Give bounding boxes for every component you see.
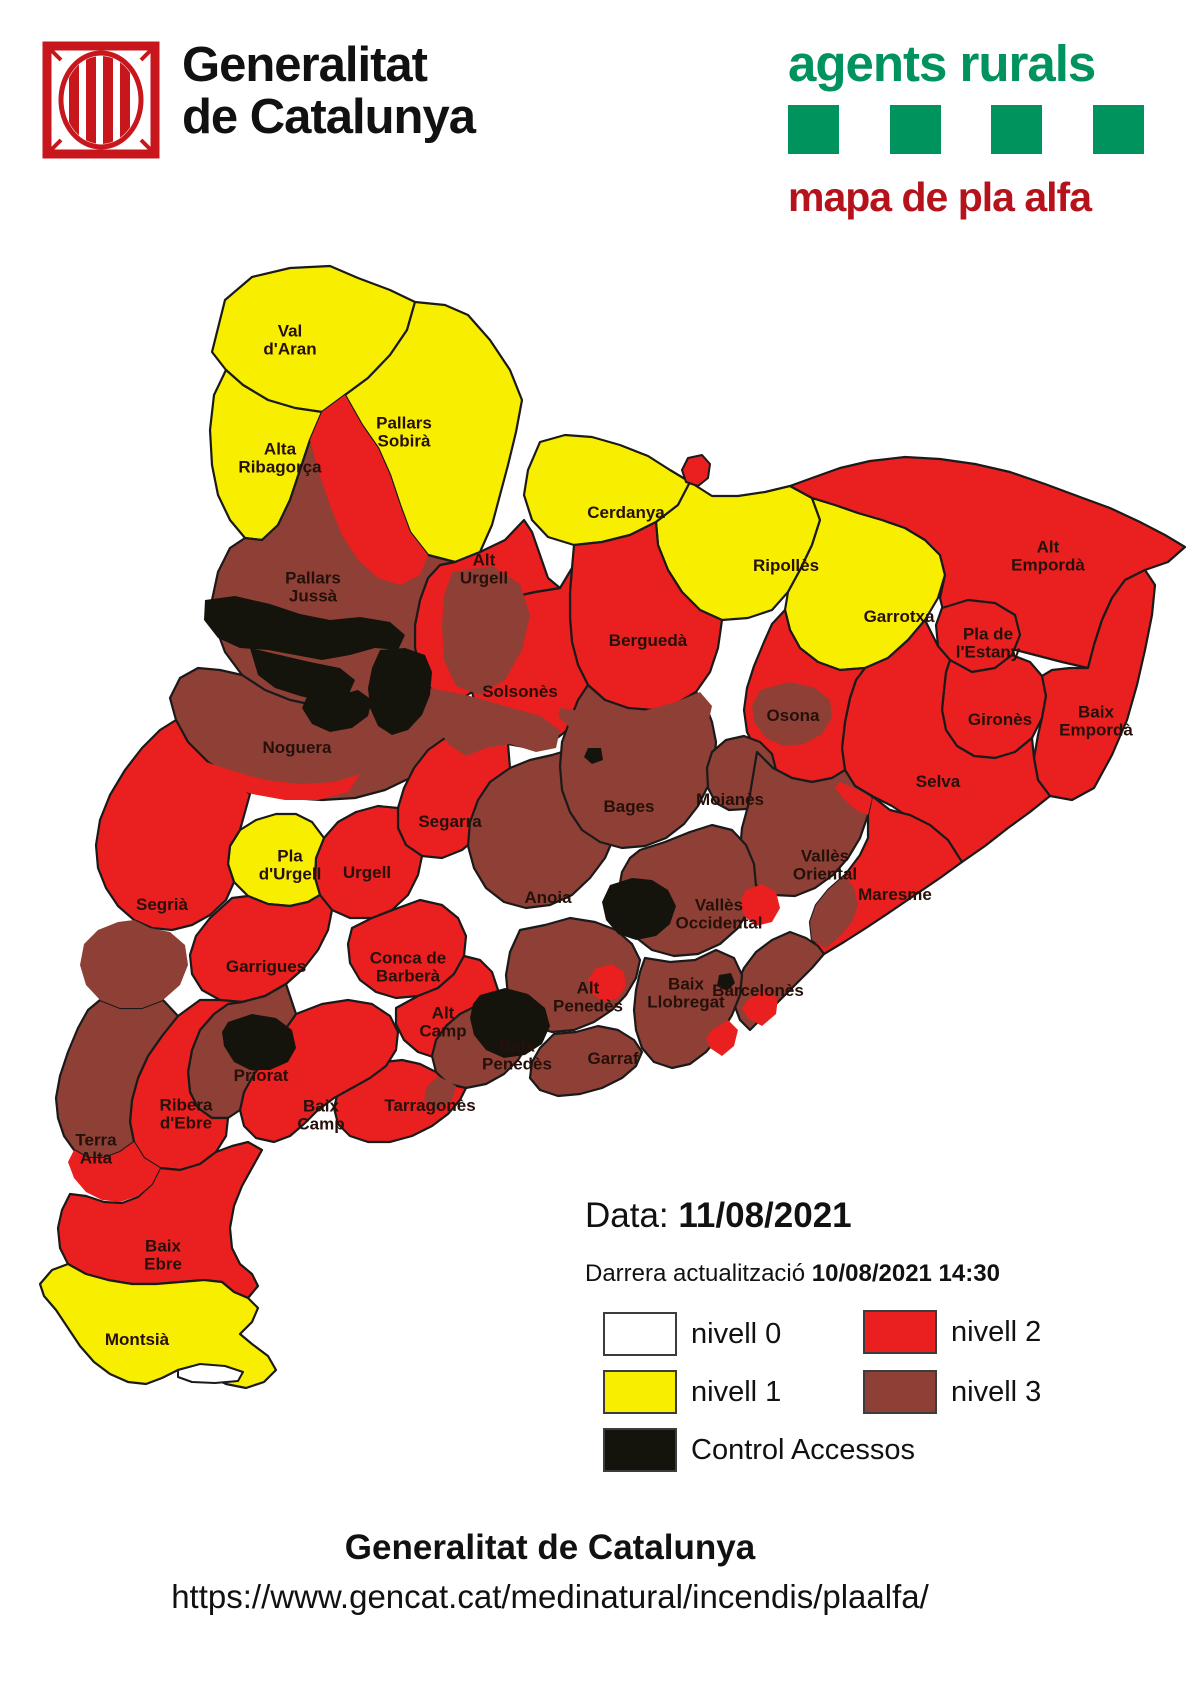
generalitat-logo-title: Generalitat de Catalunya <box>182 38 476 144</box>
legend-item-nivell1: nivell 1 <box>603 1370 781 1414</box>
map-region-urgell <box>313 804 424 920</box>
map-patch-osona-brown <box>752 682 832 746</box>
map-patch-control-noguera-lobe-2 <box>302 690 372 732</box>
legend-item-control-accessos: Control Accessos <box>603 1428 915 1472</box>
footer-url: https://www.gencat.cat/medinatural/incen… <box>171 1578 929 1615</box>
agents-rurals-squares <box>788 105 1144 154</box>
legend-label: nivell 2 <box>951 1315 1042 1348</box>
brand-square-icon <box>1092 105 1144 154</box>
map-patch-control-valles-occidental <box>602 878 676 940</box>
map-patch-pallars-jussa-north-red <box>310 395 428 585</box>
legend-swatch <box>863 1310 937 1354</box>
legend-swatch <box>863 1370 937 1414</box>
agents-rurals-title: agents rurals <box>788 35 1096 92</box>
map-patch-noguera-south-red <box>200 760 360 800</box>
data-value: 11/08/2021 <box>678 1196 852 1235</box>
map-region-garrigues <box>188 893 334 1004</box>
legend-swatch <box>603 1428 677 1472</box>
agents-rurals-block: agents rurals mapa de pla alfa <box>788 34 1150 221</box>
data-label: Data: <box>585 1196 669 1235</box>
brand-square-icon <box>991 105 1043 154</box>
legend-label: Control Accessos <box>691 1433 916 1466</box>
update-line: Darrera actualització 10/08/2021 14:30 <box>585 1260 1000 1288</box>
map-patch-segria-sw-brown <box>80 920 188 1008</box>
footer: Generalitat de Catalunya https://www.gen… <box>0 1528 1100 1616</box>
map-region-garraf <box>528 1024 644 1098</box>
generalitat-shield-icon <box>42 41 160 159</box>
legend-item-nivell0: nivell 0 <box>603 1312 781 1356</box>
footer-title: Generalitat de Catalunya <box>344 1528 756 1567</box>
map-patch-valles-occidental-east-red <box>740 884 780 926</box>
map-patch-alt-penedes-red <box>588 964 626 1002</box>
map-region-baix-empord <box>1032 568 1157 802</box>
map-patch-control-penedes <box>470 988 550 1058</box>
map-patch-control-bages-dot <box>584 748 603 764</box>
map-region-montsi <box>38 1262 278 1390</box>
map-patch-control-pallars-noguera-band <box>204 596 405 660</box>
generalitat-logo-block: Generalitat de Catalunya <box>42 38 476 160</box>
map-patch-solsones-south-brown <box>428 688 560 756</box>
legend-item-nivell3: nivell 3 <box>863 1370 1041 1414</box>
map-patch-bergueda-south-brown <box>558 692 712 752</box>
map-patch-delta-lagoon <box>177 1363 244 1384</box>
map-patch-alt-urgell-brown <box>442 566 530 695</box>
map-patch-valles-oriental-ne-red <box>835 782 872 815</box>
legend-swatch <box>603 1312 677 1356</box>
map-patch-barcelones-red <box>742 990 778 1026</box>
legend-label: nivell 1 <box>691 1375 782 1408</box>
map-patch-tarragones-brown <box>424 1076 456 1110</box>
update-value: 10/08/2021 14:30 <box>811 1260 1000 1287</box>
map-patch-control-alt-urgell <box>368 648 432 735</box>
brand-square-icon <box>788 105 839 154</box>
map-subtitle: mapa de pla alfa <box>788 174 1092 220</box>
map-patch-terra-alta-south-red <box>68 1142 160 1202</box>
map-patch-llivia-exclave <box>681 454 711 487</box>
brand-square-icon <box>889 105 941 154</box>
map-patch-control-barcelones-dot <box>717 973 735 991</box>
map-region-pla-d-urgell <box>226 812 326 908</box>
map-patch-maresme-sw-brown <box>810 875 858 948</box>
data-line: Data: 11/08/2021 <box>585 1196 852 1236</box>
map-patch-control-priorat <box>222 1014 296 1070</box>
legend-swatch <box>603 1370 677 1414</box>
legend-label: nivell 3 <box>951 1375 1042 1408</box>
map-patch-control-noguera-lobe-1 <box>250 648 355 702</box>
legend-item-nivell2: nivell 2 <box>863 1310 1041 1354</box>
legend-label: nivell 0 <box>691 1317 782 1350</box>
map-patch-baix-llobregat-red <box>706 1020 738 1056</box>
update-label: Darrera actualització <box>585 1260 806 1287</box>
